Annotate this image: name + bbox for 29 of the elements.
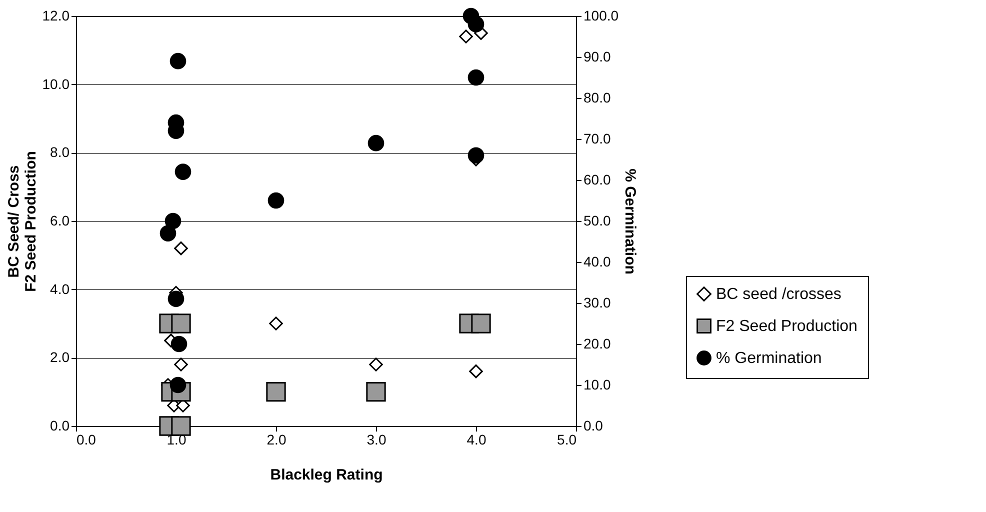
x-axis-title: Blackleg Rating <box>270 466 383 484</box>
y-tick-label: 6.0 <box>50 212 70 228</box>
y-tick-label: 10.0 <box>42 76 70 92</box>
y2-tick-label: 50.0 <box>584 212 611 228</box>
y2-axis-title: % Germination <box>622 168 639 274</box>
y2-tick-label: 0.0 <box>584 418 604 434</box>
y-tick-label: 2.0 <box>50 349 70 366</box>
legend-label: BC seed /crosses <box>716 286 842 303</box>
y-tick-label: 4.0 <box>50 280 70 297</box>
x-tick-label: 3.0 <box>366 432 386 448</box>
y2-tick-label: 80.0 <box>584 90 611 106</box>
y-tick-label: 8.0 <box>50 144 70 160</box>
x-tick-label: 2.0 <box>266 432 286 448</box>
y-tick-label: 12.0 <box>42 8 70 24</box>
y-axis-title: BC Seed/ Cross F2 Seed Production <box>5 151 40 292</box>
legend-label: % Germination <box>716 350 822 367</box>
y2-tick-label: 90.0 <box>584 48 611 64</box>
y2-tick-label: 20.0 <box>584 336 611 352</box>
y2-tick-label: 60.0 <box>584 172 611 188</box>
x-tick-label: 5.0 <box>557 432 577 448</box>
y-tick-label: 0.0 <box>50 418 70 434</box>
y2-tick-label: 30.0 <box>584 294 611 310</box>
legend-label: F2 Seed Production <box>716 318 858 335</box>
y2-tick-label: 40.0 <box>584 254 611 270</box>
x-tick-label: 4.0 <box>466 432 486 448</box>
x-tick-label: 0.0 <box>76 432 96 448</box>
y2-tick-label: 100.0 <box>584 8 619 24</box>
y2-tick-label: 10.0 <box>584 376 611 392</box>
y2-tick-label: 70.0 <box>584 130 611 146</box>
